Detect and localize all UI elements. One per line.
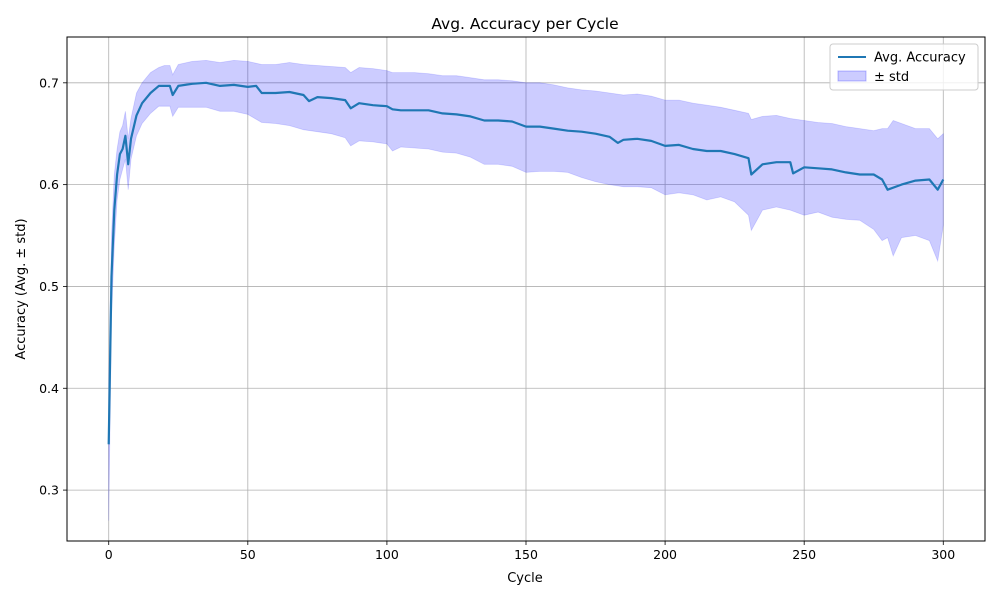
legend-box xyxy=(829,43,979,91)
grid xyxy=(67,37,985,541)
avg-accuracy-line xyxy=(107,81,945,445)
std-band xyxy=(108,59,944,521)
x-tick-label: 0 xyxy=(105,547,113,562)
y-tick-label: 0.6 xyxy=(39,177,59,192)
x-tick-label: 150 xyxy=(514,547,538,562)
x-tick-label: 50 xyxy=(240,547,256,562)
y-axis-ticks: 0.3 0.4 0.5 0.6 0.7 xyxy=(39,75,67,498)
legend-label-std: ± std xyxy=(874,70,909,85)
x-tick-label: 300 xyxy=(931,547,955,562)
x-axis-label: Cycle xyxy=(507,571,543,586)
chart-title: Avg. Accuracy per Cycle xyxy=(431,15,618,33)
legend: Avg. Accuracy ± std xyxy=(829,43,979,91)
y-tick-label: 0.7 xyxy=(39,75,59,90)
legend-band-swatch xyxy=(837,70,867,82)
y-tick-label: 0.4 xyxy=(39,381,59,396)
y-axis-label: Accuracy (Avg. ± std) xyxy=(14,218,29,359)
std-band-layer xyxy=(108,59,944,521)
x-axis-ticks: 0 50 100 150 200 250 300 xyxy=(105,541,955,562)
legend-label-avg-accuracy: Avg. Accuracy xyxy=(874,51,966,66)
y-tick-label: 0.5 xyxy=(39,279,59,294)
x-tick-label: 100 xyxy=(375,547,399,562)
accuracy-line-layer xyxy=(107,81,945,445)
x-tick-label: 250 xyxy=(792,547,816,562)
y-tick-label: 0.3 xyxy=(39,483,59,498)
x-tick-label: 200 xyxy=(653,547,677,562)
